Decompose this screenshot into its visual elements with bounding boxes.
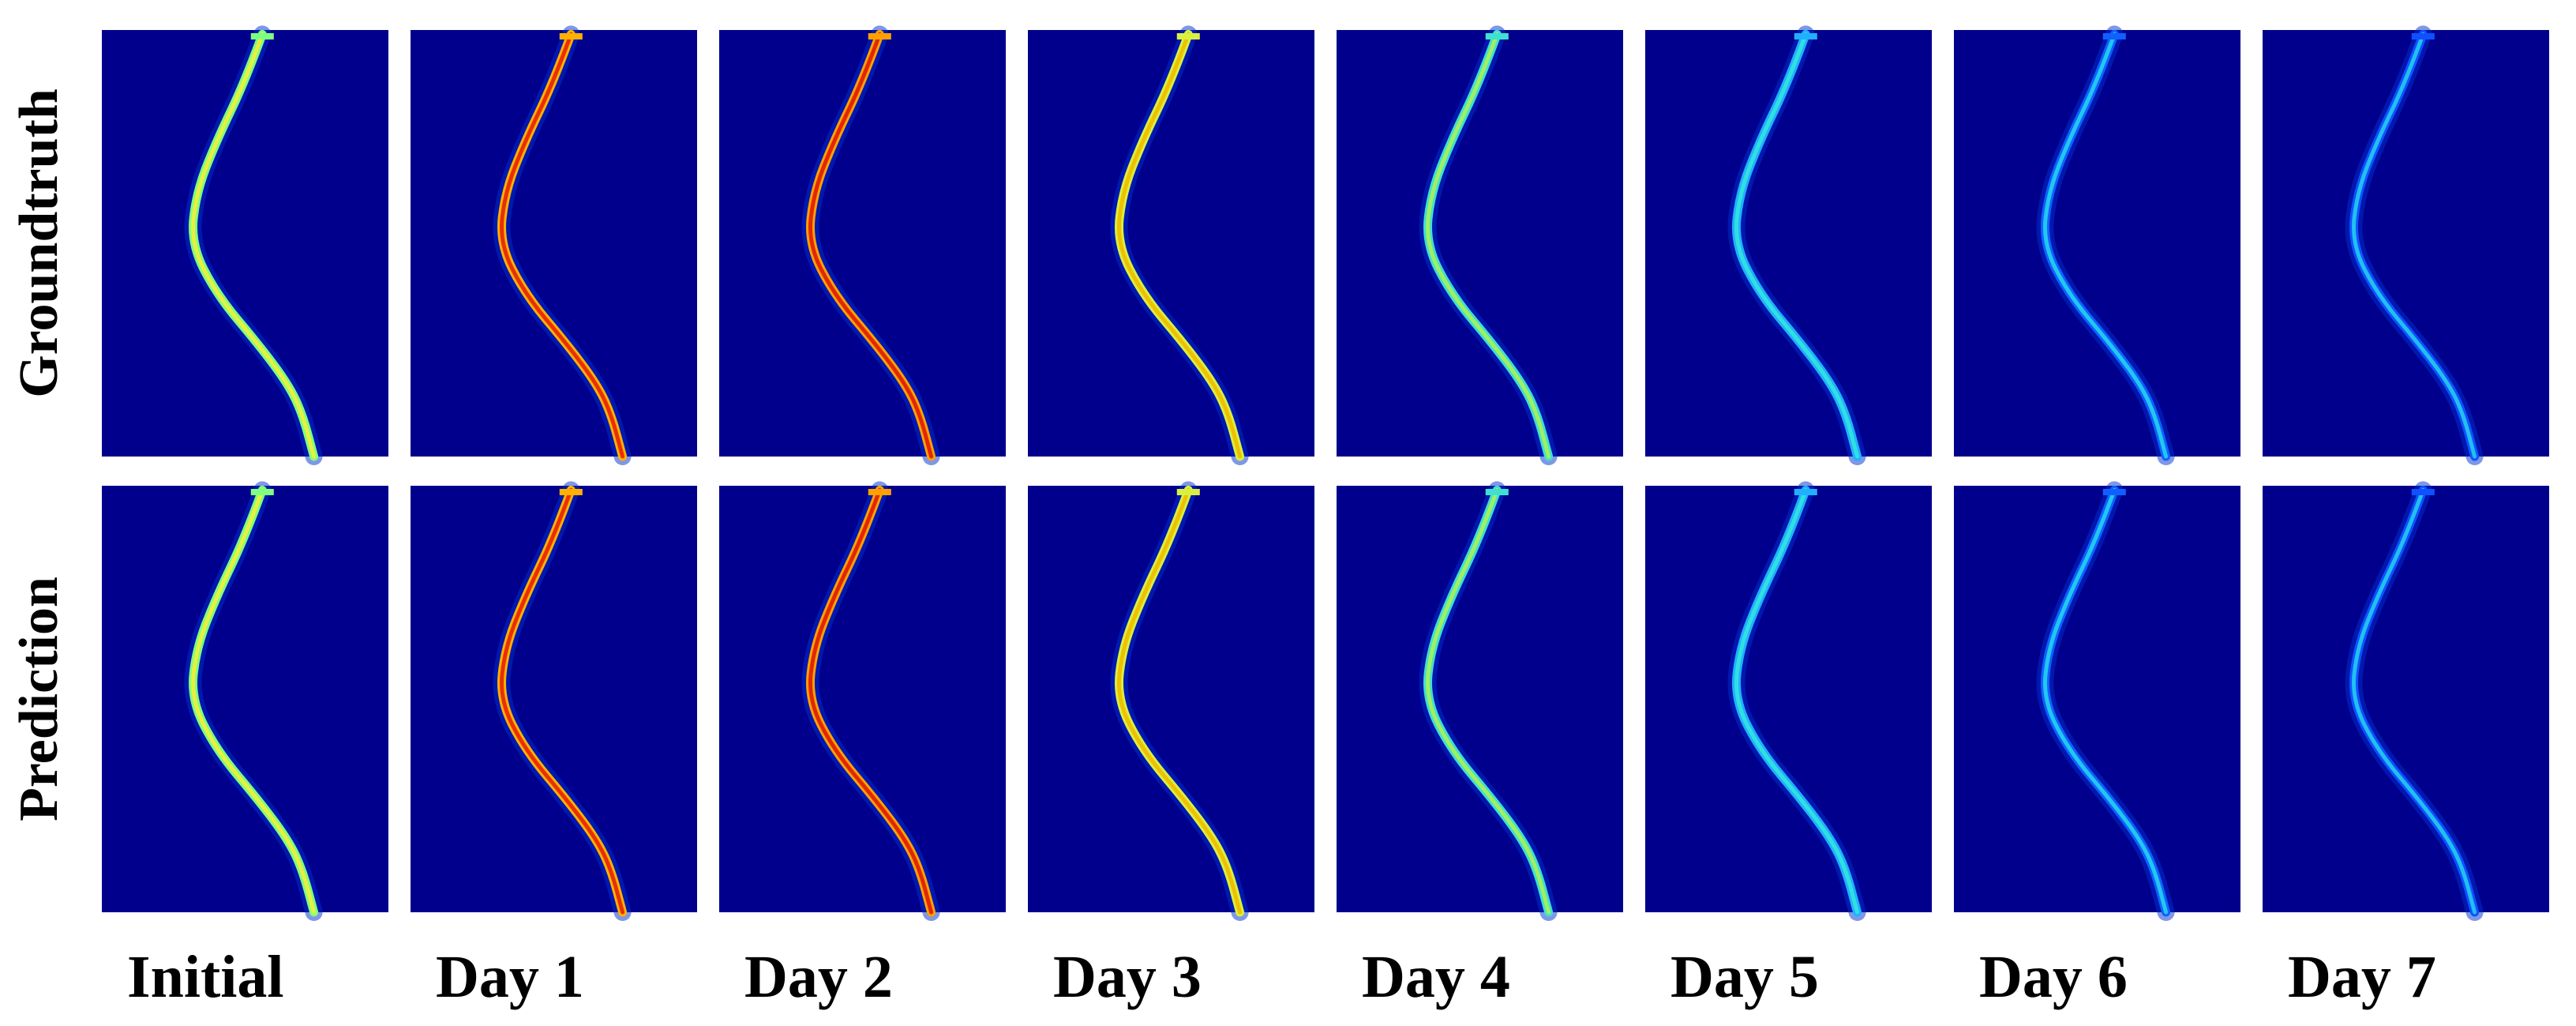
river-inner [1117,32,1243,459]
panel [1954,481,2240,921]
panel [411,25,697,465]
panel-background [102,486,388,912]
panel [2263,25,2549,465]
river-inner [1426,32,1551,459]
river-inner [1426,487,1551,915]
panel-background [411,30,697,457]
river-inner [2043,487,2169,915]
river-inner [808,32,934,459]
river-inner [191,487,317,915]
river-inner [808,487,934,915]
column-label: Day 3 [1053,944,1202,1010]
panel [1337,25,1623,465]
river-inner [500,32,625,459]
row-label: Prediction [9,577,69,821]
panel-background [1645,30,1932,457]
panel-background [719,30,1006,457]
river-inner [1117,487,1243,915]
panel [1028,25,1314,465]
river-inner [191,32,317,459]
row-label: Groundtruth [9,88,69,398]
river-inner [1734,487,1860,915]
column-label: Day 6 [1979,944,2128,1010]
panel [1337,481,1623,921]
panel [719,25,1006,465]
panel-background [1028,30,1314,457]
panel-background [719,486,1006,912]
river-inner [1734,32,1860,459]
panel-background [2263,486,2549,912]
panel [411,481,697,921]
panel-background [1337,486,1623,912]
column-label: Day 2 [744,944,893,1010]
panel [2263,481,2549,921]
panel [1645,481,1932,921]
panel [1954,25,2240,465]
panel-background [1954,30,2240,457]
panel [102,481,388,921]
column-label: Day 5 [1670,944,1819,1010]
column-label: Day 4 [1362,944,1510,1010]
panel-background [1954,486,2240,912]
river-inner [2352,32,2477,459]
river-inner [500,487,625,915]
column-label: Initial [127,944,284,1010]
panel-background [102,30,388,457]
river-inner [2043,32,2169,459]
panel-background [1645,486,1932,912]
river-inner [2352,487,2477,915]
panel-background [2263,30,2549,457]
panel [102,25,388,465]
column-label: Day 1 [436,944,584,1010]
panel-background [1028,486,1314,912]
panel [1028,481,1314,921]
panel [1645,25,1932,465]
panel [719,481,1006,921]
column-label: Day 7 [2288,944,2436,1010]
panel-background [1337,30,1623,457]
panel-background [411,486,697,912]
